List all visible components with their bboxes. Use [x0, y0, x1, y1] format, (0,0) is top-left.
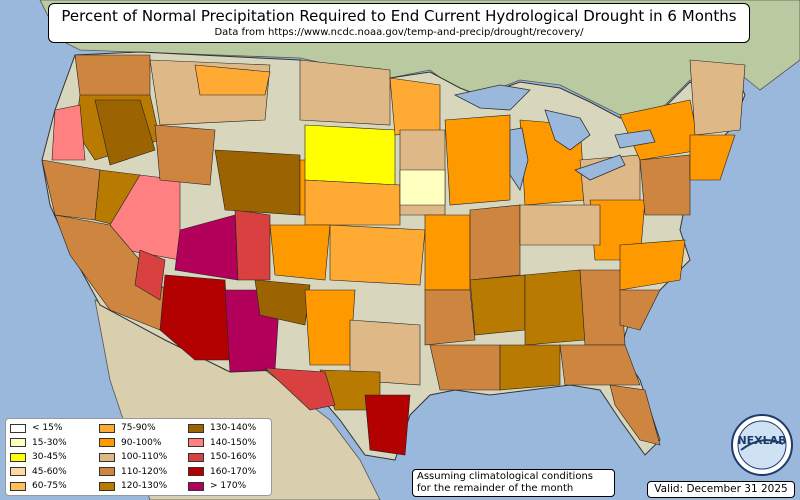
county-region — [559, 344, 641, 386]
great-lakes — [453, 84, 656, 191]
county-region — [214, 149, 301, 216]
legend-label: 160-170% — [210, 466, 257, 477]
county-region — [639, 154, 691, 216]
county-region — [349, 319, 421, 386]
county-region — [469, 204, 521, 281]
legend-label: 30-45% — [32, 452, 67, 462]
county-region — [689, 59, 746, 136]
county-region — [254, 279, 311, 326]
legend-item: 60-75% — [10, 480, 67, 492]
legend-label: 60-75% — [32, 481, 67, 491]
legend-swatch — [99, 452, 115, 462]
county-region — [689, 134, 736, 181]
county-region — [329, 224, 426, 286]
climatology-note: Assuming climatological conditions for t… — [412, 469, 615, 497]
county-region — [524, 269, 586, 346]
legend-item: 30-45% — [10, 451, 67, 463]
legend-item: 45-60% — [10, 466, 67, 478]
county-region — [519, 204, 601, 246]
map-title: Percent of Normal Precipitation Required… — [61, 7, 737, 25]
legend-swatch — [99, 481, 115, 491]
map-subtitle: Data from https://www.ncdc.noaa.gov/temp… — [214, 27, 584, 38]
legend-swatch — [10, 467, 26, 476]
county-region — [94, 99, 156, 166]
county-region — [154, 124, 216, 186]
legend-label: > 170% — [210, 481, 247, 491]
county-region — [304, 124, 396, 186]
legend-swatch — [188, 467, 204, 476]
drought-regions — [41, 54, 746, 456]
county-region — [299, 59, 391, 126]
nexlab-logo: NEXLAB — [731, 414, 793, 476]
legend-label: 15-30% — [32, 437, 67, 448]
legend-label: 110-120% — [121, 466, 168, 477]
county-region — [444, 114, 511, 206]
legend-swatch — [10, 452, 26, 462]
legend-swatch — [188, 481, 204, 491]
legend-label: 45-60% — [32, 466, 67, 477]
legend-swatch — [10, 438, 26, 447]
county-region — [579, 269, 626, 346]
legend-item: 130-140% — [188, 422, 256, 434]
svg-text:NEXLAB: NEXLAB — [737, 434, 786, 447]
county-region — [389, 77, 441, 136]
title-box: Percent of Normal Precipitation Required… — [48, 3, 750, 43]
county-region — [51, 104, 86, 161]
legend-label: 130-140% — [210, 423, 257, 433]
legend-label: 150-160% — [210, 452, 257, 462]
county-region — [134, 249, 166, 301]
legend-swatch — [99, 467, 115, 476]
legend-label: 100-110% — [121, 452, 168, 462]
county-region — [424, 289, 476, 346]
legend-label: 90-100% — [121, 437, 162, 448]
legend-item: 160-170% — [188, 466, 256, 478]
legend-swatch — [188, 438, 204, 447]
legend-label: < 15% — [32, 423, 63, 433]
county-region — [609, 384, 661, 446]
legend-item: < 15% — [10, 422, 62, 434]
county-region — [264, 367, 336, 411]
county-region — [424, 214, 471, 291]
county-region — [619, 239, 686, 291]
legend-item: 100-110% — [99, 451, 167, 463]
county-region — [364, 394, 411, 456]
legend-swatch — [10, 423, 26, 433]
legend-label: 140-150% — [210, 437, 257, 448]
county-region — [429, 344, 501, 391]
legend-item: 75-90% — [99, 422, 156, 434]
legend-swatch — [188, 452, 204, 462]
legend: < 15% 15-30% 30-45% 45-60% 60-75% 75-90% 90-10… — [5, 418, 272, 496]
county-region — [194, 64, 271, 96]
legend-label: 75-90% — [121, 423, 156, 433]
note-line-2: for the remainder of the month — [417, 483, 574, 494]
county-region — [269, 224, 331, 281]
legend-swatch — [99, 423, 115, 433]
legend-item: 110-120% — [99, 466, 167, 478]
county-region — [304, 179, 401, 226]
legend-item: 140-150% — [188, 437, 256, 449]
legend-label: 120-130% — [121, 481, 168, 491]
county-region — [619, 289, 661, 331]
legend-item: 90-100% — [99, 437, 161, 449]
county-region — [469, 274, 526, 336]
legend-item: 150-160% — [188, 451, 256, 463]
county-region — [499, 344, 561, 391]
county-region — [304, 289, 356, 366]
legend-swatch — [188, 423, 204, 433]
legend-swatch — [99, 438, 115, 447]
legend-item: > 170% — [188, 480, 246, 492]
legend-swatch — [10, 481, 26, 491]
legend-item: 120-130% — [99, 480, 167, 492]
note-line-1: Assuming climatological conditions — [417, 471, 593, 482]
county-region — [399, 169, 446, 206]
legend-item: 15-30% — [10, 437, 67, 449]
county-region — [234, 209, 271, 281]
valid-date: Valid: December 31 2025 — [647, 481, 795, 498]
